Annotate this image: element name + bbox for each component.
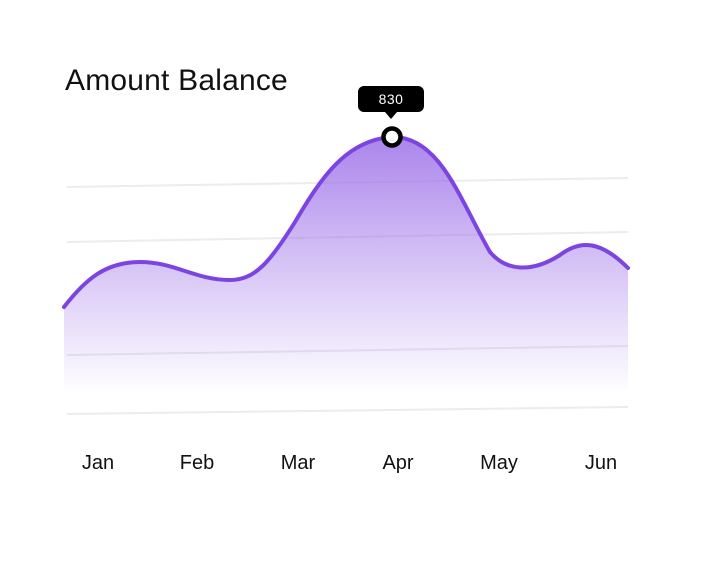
x-tick-label: Apr (382, 452, 414, 474)
x-tick-label: May (480, 452, 518, 474)
x-tick-label: Mar (280, 452, 316, 474)
gridline (66, 406, 629, 415)
x-tick-label: Jun (584, 452, 618, 474)
area-fill (64, 136, 628, 395)
highlight-point[interactable] (381, 126, 403, 148)
value-tooltip: 830 (358, 86, 424, 119)
chart-title: Amount Balance (65, 64, 288, 97)
series-line (62, 134, 630, 309)
x-tick-label: Jan (81, 452, 115, 474)
x-tick-label: Feb (179, 452, 215, 474)
